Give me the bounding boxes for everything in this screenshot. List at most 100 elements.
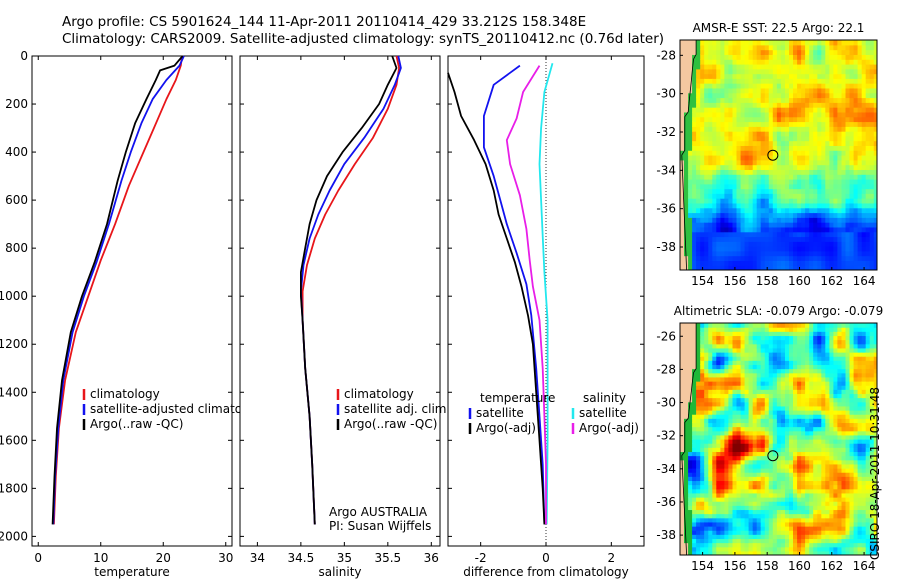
heatmap-cell xyxy=(760,434,766,440)
heatmap-cell xyxy=(813,352,818,357)
heatmap-cell xyxy=(700,376,705,382)
heatmap-cell xyxy=(805,323,810,328)
heatmap-cell xyxy=(861,140,867,146)
heatmap-cell xyxy=(833,159,839,166)
heatmap-cell xyxy=(801,335,806,341)
heatmap-cell xyxy=(760,126,766,132)
heatmap-cell xyxy=(865,183,871,190)
heatmap-cell xyxy=(748,414,754,419)
heatmap-cell xyxy=(724,121,730,127)
heatmap-cell xyxy=(708,250,713,257)
heatmap-cell xyxy=(752,546,758,552)
heatmap-cell xyxy=(680,492,685,498)
heatmap-cell xyxy=(772,463,778,469)
heatmap-cell xyxy=(696,534,701,540)
heatmap-cell xyxy=(680,430,685,436)
heatmap-cell xyxy=(873,241,877,247)
heatmap-cell xyxy=(776,64,782,70)
heatmap-cell xyxy=(696,505,701,511)
heatmap-cell xyxy=(772,422,778,428)
heatmap-cell xyxy=(728,155,734,161)
heatmap-cell xyxy=(756,526,762,531)
heatmap-cell xyxy=(821,202,826,209)
heatmap-cell xyxy=(797,385,802,390)
heatmap-cell xyxy=(696,126,701,132)
heatmap-cell xyxy=(716,188,721,194)
heatmap-cell xyxy=(768,327,774,332)
heatmap-cell xyxy=(728,212,734,218)
heatmap-cell xyxy=(752,414,758,419)
heatmap-cell xyxy=(768,231,774,238)
heatmap-cell xyxy=(780,517,786,523)
heatmap-cell xyxy=(857,430,863,436)
heatmap-cell xyxy=(833,140,839,146)
heatmap-cell xyxy=(768,59,774,65)
heatmap-cell xyxy=(748,480,754,486)
heatmap-cell xyxy=(760,488,766,494)
heatmap-cell xyxy=(849,463,855,469)
heatmap-cell xyxy=(720,193,726,199)
heatmap-cell xyxy=(752,468,758,473)
heatmap-cell xyxy=(801,352,806,357)
heatmap-cell xyxy=(688,352,693,357)
heatmap-cell xyxy=(728,107,734,113)
heatmap-cell xyxy=(797,376,802,382)
heatmap-cell xyxy=(817,546,822,552)
heatmap-cell xyxy=(688,526,693,531)
heatmap-cell xyxy=(720,236,726,242)
heatmap-cell xyxy=(712,188,717,194)
heatmap-cell xyxy=(817,73,822,79)
heatmap-cell xyxy=(793,207,798,214)
heatmap-cell xyxy=(793,193,798,199)
heatmap-cell xyxy=(829,159,835,166)
heatmap-cell xyxy=(845,513,851,519)
heatmap-cell xyxy=(845,164,851,170)
heatmap-cell xyxy=(740,207,746,214)
heatmap-cell xyxy=(700,126,705,132)
heatmap-cell xyxy=(797,546,802,552)
heatmap-cell xyxy=(849,360,855,366)
heatmap-cell xyxy=(704,422,709,428)
heatmap-cell xyxy=(696,231,701,238)
heatmap-cell xyxy=(760,102,766,108)
heatmap-cell xyxy=(732,530,738,535)
heatmap-cell xyxy=(833,401,839,407)
heatmap-cell xyxy=(801,356,806,361)
heatmap-cell xyxy=(785,418,790,424)
heatmap-cell xyxy=(801,44,806,51)
heatmap-cell xyxy=(797,59,802,65)
heatmap-cell xyxy=(692,501,697,506)
heatmap-cell xyxy=(817,207,822,214)
heatmap-cell xyxy=(684,78,689,84)
heatmap-cell xyxy=(700,546,705,552)
heatmap-cell xyxy=(841,501,847,506)
heatmap-cell xyxy=(789,212,794,218)
heatmap-cell xyxy=(821,480,826,486)
heatmap-cell xyxy=(692,513,697,519)
heatmap-cell xyxy=(841,339,847,345)
heatmap-cell xyxy=(833,443,839,448)
heatmap-cell xyxy=(785,212,790,218)
heatmap-cell xyxy=(768,49,774,55)
heatmap-cell xyxy=(748,111,754,118)
heatmap-cell xyxy=(700,111,705,118)
heatmap-cell xyxy=(845,480,851,486)
heatmap-cell xyxy=(704,526,709,531)
heatmap-cell xyxy=(712,111,717,118)
heatmap-cell xyxy=(696,121,701,127)
heatmap-cell xyxy=(732,83,738,89)
heatmap-cell xyxy=(760,111,766,118)
heatmap-cell xyxy=(680,54,685,60)
heatmap-cell xyxy=(829,64,835,70)
heatmap-cell xyxy=(704,255,709,261)
heatmap-cell xyxy=(680,364,685,370)
heatmap-cell xyxy=(841,376,847,382)
heatmap-cell xyxy=(716,92,721,99)
heatmap-cell xyxy=(853,49,859,55)
heatmap-cell xyxy=(785,64,790,70)
heatmap-cell xyxy=(797,509,802,515)
heatmap-cell xyxy=(845,521,851,527)
heatmap-cell xyxy=(736,372,742,378)
heatmap-cell xyxy=(728,140,734,146)
heatmap-cell xyxy=(793,513,798,519)
